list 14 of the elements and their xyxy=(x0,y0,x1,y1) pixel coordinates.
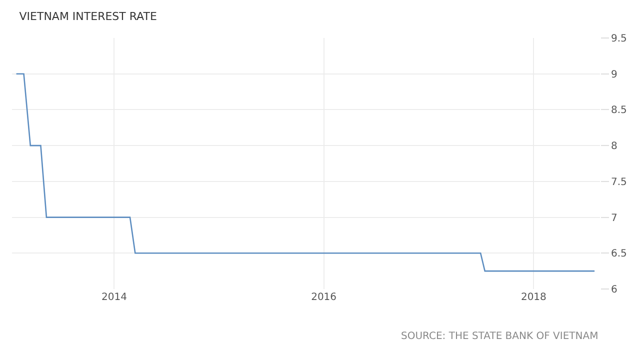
y-tick-label: 9 xyxy=(611,69,618,80)
y-tick-label: 7 xyxy=(611,212,618,224)
line-series xyxy=(16,73,596,272)
y-tick-label: 8 xyxy=(611,141,618,152)
y-tick-label: 6.5 xyxy=(611,248,627,260)
chart-title: VIETNAM INTEREST RATE xyxy=(19,10,157,23)
y-tick-label: 6 xyxy=(611,284,618,296)
x-tick-label: 2014 xyxy=(101,292,127,303)
y-tick-label: 8.5 xyxy=(611,105,627,116)
x-tick-label: 2018 xyxy=(520,292,546,303)
x-tick-label: 2016 xyxy=(311,292,337,303)
y-tick-label: 9.5 xyxy=(611,34,627,44)
source-note: SOURCE: THE STATE BANK OF VIETNAM xyxy=(401,331,598,342)
y-tick-label: 7.5 xyxy=(611,176,627,188)
